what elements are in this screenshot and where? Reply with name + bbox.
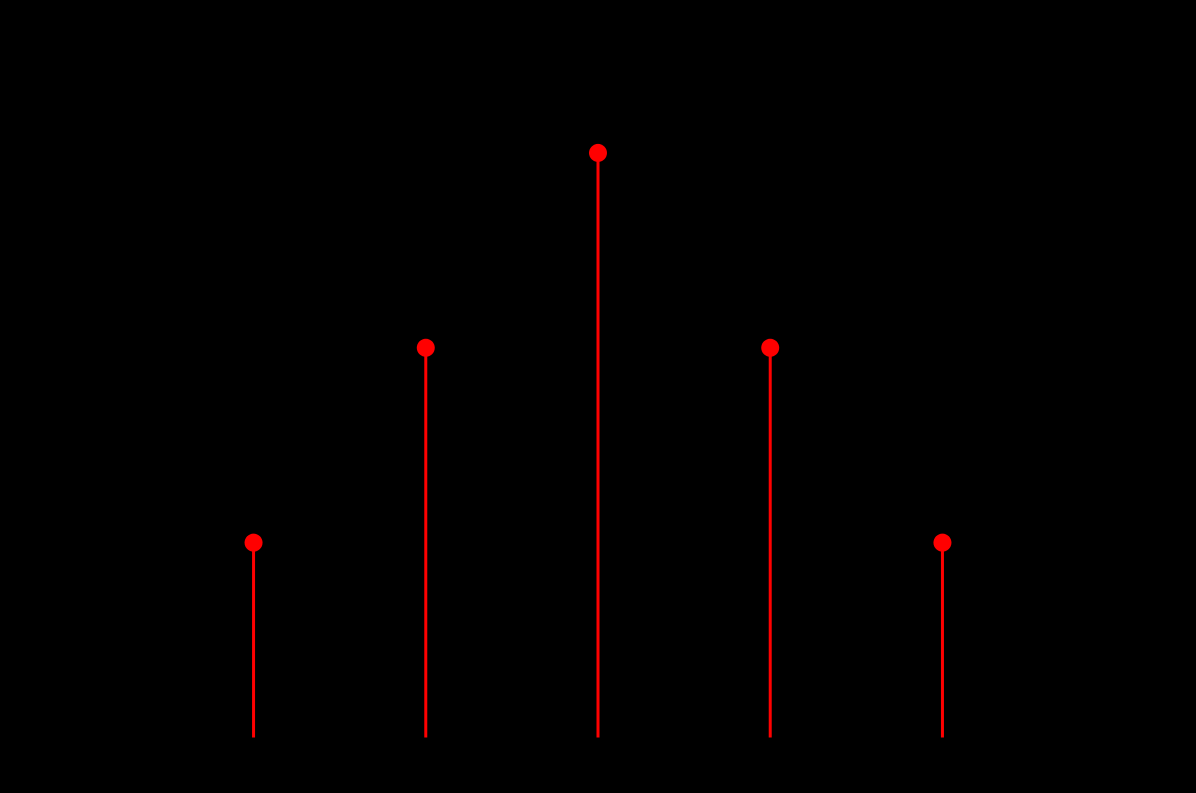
stem-marker <box>589 144 607 162</box>
stem-chart <box>0 0 1196 793</box>
stem-marker <box>933 534 951 552</box>
stem-marker <box>417 339 435 357</box>
stem-marker <box>245 534 263 552</box>
stem-marker <box>761 339 779 357</box>
